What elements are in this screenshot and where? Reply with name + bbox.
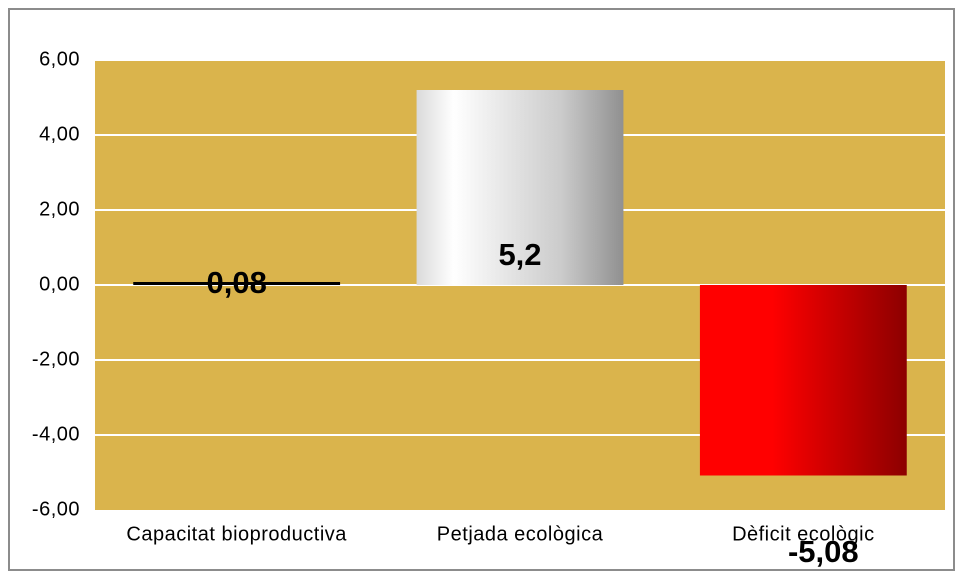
bar xyxy=(416,90,624,285)
y-tick-label: -4,00 xyxy=(32,423,80,445)
y-tick-label: -6,00 xyxy=(32,498,80,520)
y-tick-label: 2,00 xyxy=(39,198,80,220)
x-tick-label: Petjada ecològica xyxy=(437,523,604,545)
y-tick-label: -2,00 xyxy=(32,348,80,370)
y-tick-label: 0,00 xyxy=(39,273,80,295)
y-tick-label: 6,00 xyxy=(39,48,80,70)
value-label: 5,2 xyxy=(498,237,541,272)
x-tick-label: Dèficit ecològic xyxy=(732,523,875,545)
value-label: -5,08 xyxy=(788,534,859,569)
bar xyxy=(133,282,341,285)
y-tick-label: 4,00 xyxy=(39,123,80,145)
x-tick-label: Capacitat bioproductiva xyxy=(126,523,347,545)
bar xyxy=(699,285,907,476)
value-label: 0,08 xyxy=(206,265,266,300)
